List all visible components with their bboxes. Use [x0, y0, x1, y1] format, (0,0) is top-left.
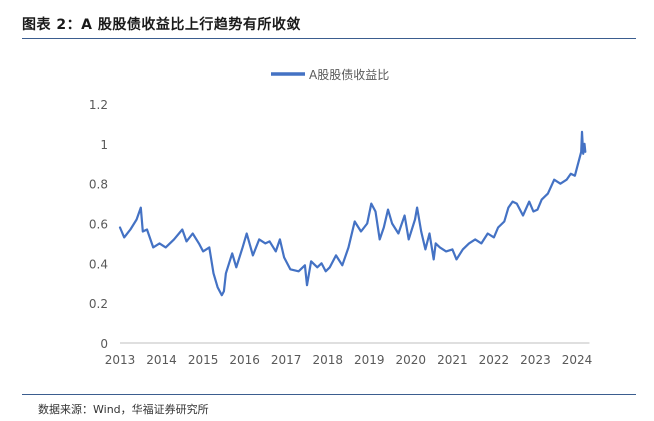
x-tick-label: 2023 — [520, 353, 551, 367]
x-axis: 2013 2014 2015 2016 2017 2018 2019 2020 2021 2022… — [105, 342, 593, 367]
x-tick-label: 2017 — [271, 353, 302, 367]
x-tick-label: 2022 — [479, 353, 510, 367]
x-tick-label: 2019 — [354, 353, 385, 367]
top-rule — [22, 38, 636, 39]
source-note: 数据来源：Wind，华福证券研究所 — [38, 403, 209, 416]
y-tick-label: 0.8 — [89, 178, 108, 192]
bottom-rule — [22, 394, 636, 395]
y-tick-label: 0.4 — [89, 257, 108, 271]
legend-label: A股股债收益比 — [309, 68, 389, 82]
y-tick-label: 0.2 — [89, 297, 108, 311]
x-tick-label: 2021 — [437, 353, 468, 367]
x-tick-label: 2013 — [105, 353, 136, 367]
x-tick-label: 2014 — [146, 353, 177, 367]
y-tick-label: 1 — [100, 138, 108, 152]
y-tick-label: 0 — [100, 337, 108, 351]
x-tick-label: 2016 — [229, 353, 260, 367]
x-tick-label: 2015 — [188, 353, 219, 367]
series-line — [118, 130, 587, 297]
legend: A股股债收益比 — [271, 68, 389, 82]
plot-area — [118, 130, 587, 297]
figure-title: 图表 2：A 股股债收益比上行趋势有所收敛 — [22, 17, 301, 33]
x-tick-label: 2024 — [562, 353, 593, 367]
y-axis: 0 0.2 0.4 0.6 0.8 1 1.2 — [89, 98, 108, 351]
x-tick-label: 2020 — [396, 353, 427, 367]
y-tick-label: 1.2 — [89, 98, 108, 112]
y-tick-label: 0.6 — [89, 218, 108, 232]
x-tick-label: 2018 — [312, 353, 343, 367]
